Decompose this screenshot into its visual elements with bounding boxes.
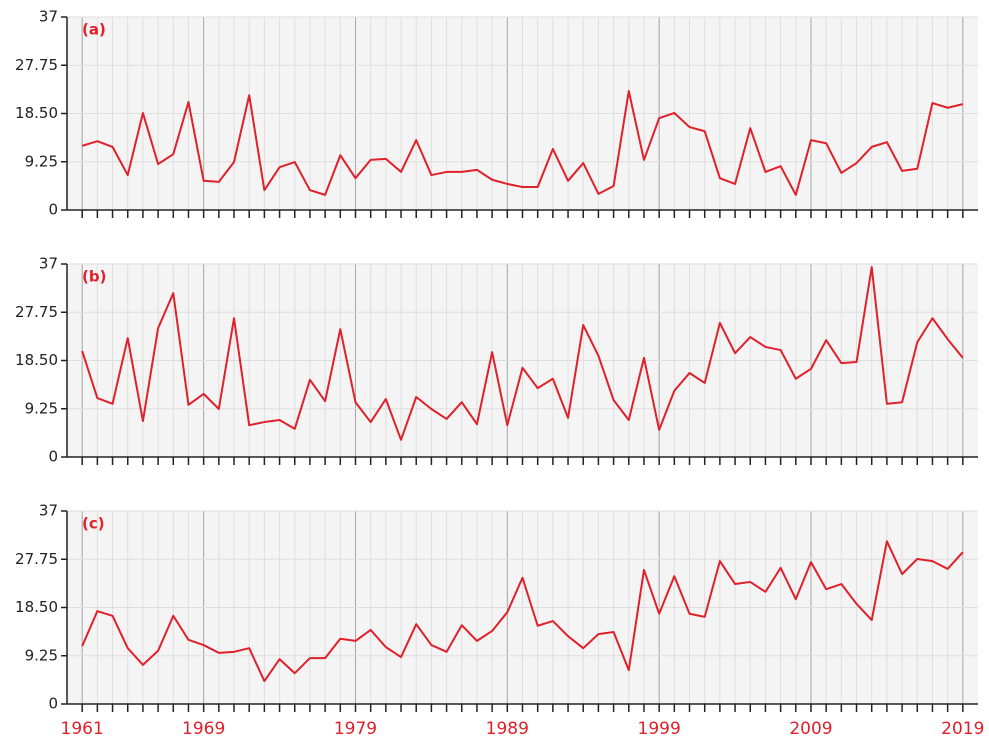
y-tick-label: 37 xyxy=(39,8,58,26)
x-tick-label: 2009 xyxy=(789,719,832,739)
y-tick-label: 9.25 xyxy=(25,399,58,417)
panel-label: (b) xyxy=(82,268,106,286)
panel-label: (c) xyxy=(82,515,105,533)
y-tick-label: 27.75 xyxy=(15,56,58,74)
y-tick-label: 18.50 xyxy=(15,598,58,616)
y-tick-label: 37 xyxy=(39,255,58,273)
y-tick-label: 9.25 xyxy=(25,646,58,664)
x-tick-label: 1979 xyxy=(334,719,377,739)
y-tick-label: 0 xyxy=(48,448,58,466)
y-tick-label: 27.75 xyxy=(15,550,58,568)
x-tick-label: 2019 xyxy=(941,719,984,739)
panel-label: (a) xyxy=(82,21,106,39)
y-tick-label: 27.75 xyxy=(15,303,58,321)
data-line xyxy=(81,540,964,683)
y-tick-label: 18.50 xyxy=(15,104,58,122)
y-tick-label: 0 xyxy=(48,201,58,219)
y-tick-label: 18.50 xyxy=(15,351,58,369)
x-tick-label: 1989 xyxy=(486,719,529,739)
y-tick-label: 37 xyxy=(39,502,58,520)
data-line xyxy=(81,90,964,196)
y-tick-label: 9.25 xyxy=(25,152,58,170)
x-tick-label: 1961 xyxy=(61,719,104,739)
x-tick-label: 1999 xyxy=(638,719,681,739)
x-tick-label: 1969 xyxy=(182,719,225,739)
data-line xyxy=(81,266,964,441)
y-tick-label: 0 xyxy=(48,695,58,713)
